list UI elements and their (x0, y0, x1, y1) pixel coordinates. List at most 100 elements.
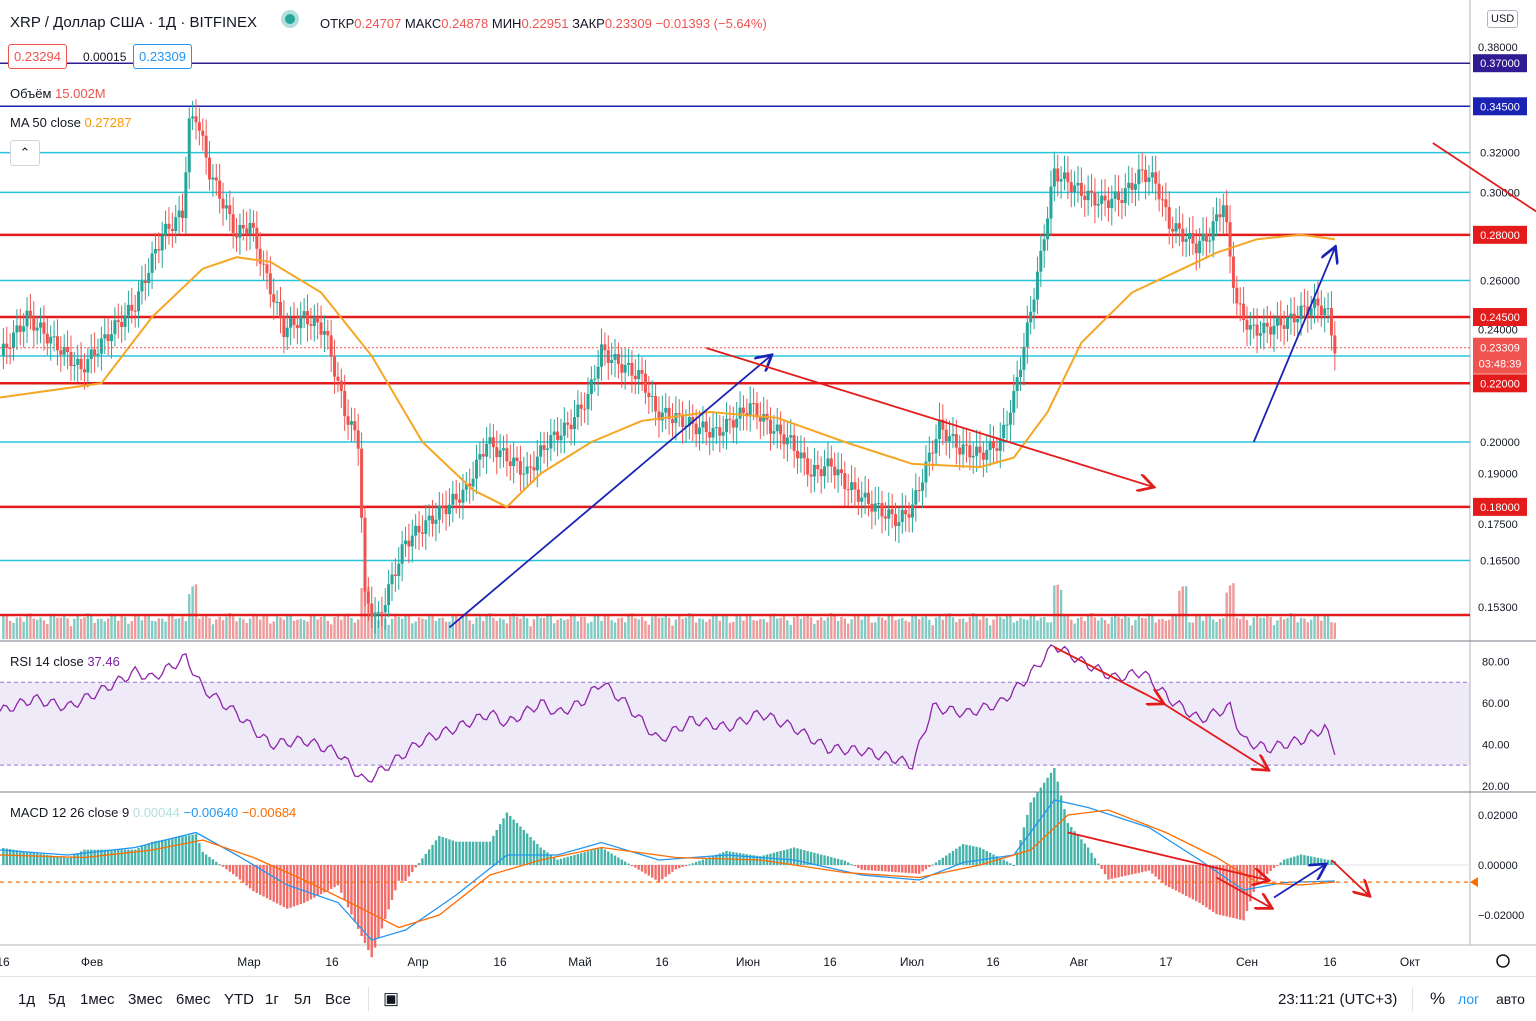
candle-body (400, 544, 404, 564)
range-1y[interactable]: 1г (265, 991, 279, 1008)
time-axis-label: Авг (1070, 955, 1089, 969)
volume-bar (1326, 615, 1330, 639)
volume-bar (522, 615, 525, 639)
ma-legend[interactable]: MA 50 close 0.27287 (10, 115, 131, 130)
volume-bar (1083, 621, 1086, 639)
auto-toggle[interactable]: авто (1496, 991, 1525, 1007)
candle-body (937, 419, 941, 440)
range-all[interactable]: Все (325, 991, 351, 1008)
clock-timezone[interactable]: 23:11:21 (UTC+3) (1278, 991, 1398, 1008)
volume-bar (978, 619, 982, 639)
macd-histogram-bar (461, 841, 465, 865)
candle-body (123, 315, 127, 327)
calendar-goto-icon[interactable]: ▣ (383, 989, 400, 1008)
volume-bar (678, 616, 681, 639)
volume-bar (1215, 621, 1218, 639)
range-1d[interactable]: 1д (18, 991, 36, 1008)
macd-histogram-bar (556, 859, 559, 865)
volume-bar (90, 616, 93, 639)
macd-legend[interactable]: MACD 12 26 close 9 0.00044 −0.00640 −0.0… (10, 805, 296, 820)
volume-bar (133, 615, 137, 639)
candle-body (22, 326, 26, 332)
macd-histogram-bar (924, 865, 928, 870)
time-axis-label: 16 (986, 955, 1000, 969)
macd-histogram-bar (583, 852, 586, 865)
volume-bar (289, 614, 292, 639)
volume-bar (728, 622, 732, 639)
candle-body (752, 403, 756, 405)
volume-bar (201, 616, 204, 639)
candle-body (451, 493, 455, 505)
volume-bar (914, 613, 917, 639)
candle-body (187, 118, 191, 173)
volume-bar (1039, 617, 1043, 639)
log-toggle[interactable]: лог (1458, 991, 1480, 1007)
range-3m[interactable]: 3мес (128, 991, 163, 1008)
macd-histogram-bar (1053, 767, 1056, 865)
macd-histogram-bar (451, 840, 455, 865)
volume-bar (96, 618, 100, 639)
candle-body (762, 413, 766, 422)
macd-histogram-bar (1117, 865, 1120, 878)
currency-button[interactable]: USD (1487, 10, 1519, 28)
macd-histogram-bar (1313, 857, 1316, 865)
macd-histogram-bar (1306, 855, 1309, 865)
range-5y[interactable]: 5л (294, 991, 312, 1008)
candle-body (633, 375, 637, 380)
candle-body (1066, 172, 1070, 183)
rsi-legend[interactable]: RSI 14 close 37.46 (10, 654, 120, 669)
volume-bar (593, 615, 596, 639)
xrp-chart[interactable]: 0.37000 0.34500 0.32000 0.30000 0.28000 0.260… (0, 0, 1536, 976)
candle-body (1100, 195, 1104, 204)
volume-bar (1191, 622, 1195, 639)
macd-histogram-bar (613, 855, 617, 865)
candle-body (76, 358, 80, 365)
candle-body (772, 431, 776, 434)
macd-histogram-bar (1299, 854, 1303, 865)
candle-body (147, 272, 151, 284)
candle-body (559, 435, 563, 441)
volume-bar (59, 617, 63, 639)
candle-body (25, 310, 29, 327)
volume-bar (735, 615, 738, 639)
candle-body (12, 332, 16, 348)
macd-histogram-bar (792, 847, 796, 865)
volume-bar (847, 623, 850, 639)
range-1m[interactable]: 1мес (80, 991, 115, 1008)
volume-bar (5, 614, 8, 639)
range-6m[interactable]: 6мес (176, 991, 211, 1008)
volume-bar (313, 613, 316, 639)
buy-price-button[interactable]: 0.23309 (133, 44, 192, 69)
candle-body (721, 432, 725, 436)
volume-bar (498, 618, 502, 639)
macd-histogram-bar (1026, 814, 1029, 865)
volume-bar (796, 614, 799, 639)
macd-histogram-bar (972, 846, 975, 865)
toolbar-divider (368, 987, 369, 1011)
volume-bar (620, 617, 623, 639)
macd-histogram-bar (404, 865, 407, 882)
collapse-legend-button[interactable]: ⌃ (10, 140, 40, 166)
volume-legend[interactable]: Объём 15.002M (10, 86, 106, 101)
candle-body (502, 448, 506, 451)
range-ytd[interactable]: YTD (224, 991, 254, 1008)
macd-histogram-bar (323, 865, 326, 893)
volume-bar (188, 594, 191, 639)
volume-bar (346, 613, 350, 639)
macd-histogram-bar (2, 848, 5, 865)
volume-bar (306, 621, 309, 639)
candle-body (664, 407, 668, 413)
volume-bar (907, 622, 911, 639)
candle-body (880, 503, 884, 517)
macd-histogram-bar (512, 819, 515, 865)
range-5d[interactable]: 5д (48, 991, 66, 1008)
macd-histogram-bar (522, 830, 525, 865)
sell-price-button[interactable]: 0.23294 (8, 44, 67, 69)
candle-body (691, 416, 695, 424)
volume-bar (1151, 615, 1154, 639)
volume-bar (725, 616, 728, 639)
macd-histogram-bar (803, 850, 806, 865)
volume-bar (1313, 614, 1316, 639)
macd-histogram-bar (884, 865, 887, 872)
percent-toggle[interactable]: % (1430, 989, 1446, 1008)
